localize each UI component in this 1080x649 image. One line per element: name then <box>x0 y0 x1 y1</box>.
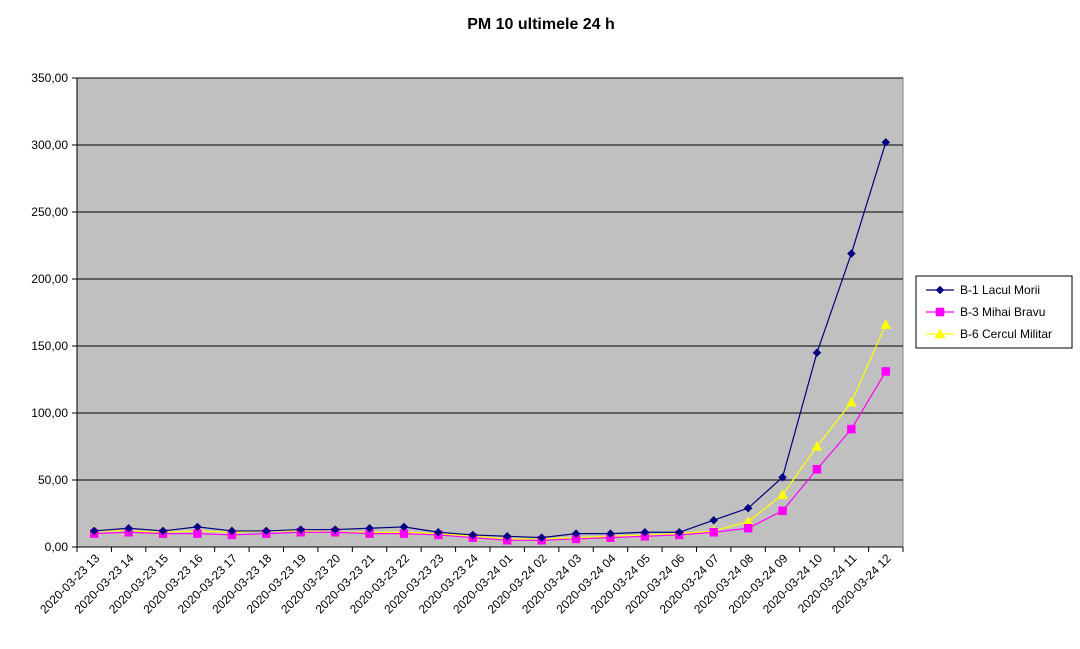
data-point <box>261 526 271 536</box>
x-tick-label: 2020-03-24 04 <box>553 551 618 616</box>
y-tick-label: 350,00 <box>31 71 68 85</box>
x-tick-label: 2020-03-24 08 <box>691 551 756 616</box>
series-line <box>94 371 887 541</box>
y-tick-label: 100,00 <box>31 406 68 420</box>
x-tick-label: 2020-03-23 13 <box>37 551 102 616</box>
x-tick-label: 2020-03-24 10 <box>760 551 825 616</box>
data-point <box>399 522 409 532</box>
data-point <box>606 529 615 538</box>
data-point <box>709 528 718 537</box>
data-point <box>434 527 443 537</box>
legend-label: B-6 Cercul Militar <box>960 327 1052 341</box>
data-point <box>571 529 581 538</box>
x-tick-label: 2020-03-23 18 <box>209 551 274 616</box>
data-point <box>777 489 788 499</box>
x-tick-label: 2020-03-24 12 <box>829 551 894 616</box>
legend-label: B-3 Mihai Bravu <box>960 305 1045 319</box>
legend: B-1 Lacul Morii B-3 Mihai Bravu B-6 Cercul… <box>915 275 1073 349</box>
x-tick-label: 2020-03-24 02 <box>485 551 550 616</box>
data-point <box>847 249 856 258</box>
data-point <box>778 472 787 482</box>
legend-label: B-1 Lacul Morii <box>960 283 1040 297</box>
data-point <box>778 506 787 516</box>
data-point <box>89 526 99 536</box>
legend-marker <box>934 328 946 339</box>
data-point <box>880 319 892 329</box>
data-point <box>709 515 719 525</box>
x-tick-label: 2020-03-24 03 <box>519 551 584 616</box>
chart-title: PM 10 ultimele 24 h <box>467 16 615 33</box>
data-point <box>812 348 822 358</box>
x-tick-label: 2020-03-23 23 <box>381 551 446 616</box>
data-point <box>124 523 133 533</box>
data-point <box>812 465 822 474</box>
x-tick-label: 2020-03-23 15 <box>106 551 171 616</box>
series-line <box>94 142 887 539</box>
x-tick-label: 2020-03-24 07 <box>657 551 722 616</box>
x-tick-label: 2020-03-23 20 <box>278 551 343 616</box>
data-point <box>743 523 753 533</box>
y-tick-label: 50,00 <box>38 473 68 487</box>
data-point <box>193 522 202 532</box>
x-tick-label: 2020-03-24 06 <box>622 551 687 616</box>
x-tick-label: 2020-03-24 09 <box>726 551 791 616</box>
y-tick-label: 250,00 <box>31 205 68 219</box>
x-tick-label: 2020-03-24 05 <box>588 551 653 616</box>
y-tick-label: 200,00 <box>31 272 68 286</box>
y-tick-label: 150,00 <box>31 339 68 353</box>
data-point <box>811 440 823 451</box>
data-point <box>330 525 340 534</box>
legend-marker <box>935 285 945 295</box>
data-point <box>227 526 237 536</box>
data-point <box>881 137 891 147</box>
x-tick-label: 2020-03-23 14 <box>72 551 137 616</box>
x-tick-label: 2020-03-23 22 <box>347 551 412 616</box>
legend-marker <box>935 307 945 317</box>
x-tick-label: 2020-03-23 24 <box>416 551 481 616</box>
x-tick-label: 2020-03-23 16 <box>140 551 205 616</box>
data-point <box>674 527 684 537</box>
x-tick-label: 2020-03-23 17 <box>175 551 240 616</box>
data-point <box>158 526 168 536</box>
gridlines <box>77 77 903 481</box>
x-tick-label: 2020-03-23 21 <box>313 551 378 616</box>
data-point <box>296 525 306 534</box>
x-tick-label: 2020-03-23 19 <box>244 551 309 616</box>
series-b-1-lacul-morii <box>89 137 891 542</box>
series-layer <box>88 137 892 545</box>
data-point <box>847 424 856 434</box>
data-point <box>365 523 374 533</box>
data-point <box>640 527 650 537</box>
y-tick-label: 0,00 <box>45 540 69 554</box>
x-tick-label: 2020-03-24 01 <box>450 551 515 616</box>
data-point <box>537 533 546 542</box>
data-point <box>468 530 478 540</box>
y-tick-label: 300,00 <box>31 138 68 152</box>
data-point <box>502 531 512 541</box>
data-point <box>881 367 891 376</box>
data-point <box>845 396 857 407</box>
series-line <box>94 324 887 540</box>
plot-area <box>76 77 904 548</box>
data-point <box>743 503 753 513</box>
